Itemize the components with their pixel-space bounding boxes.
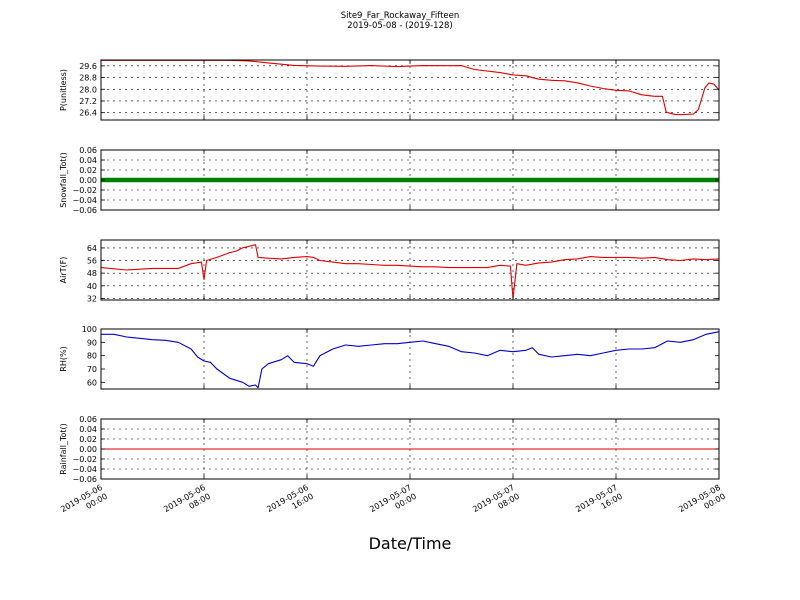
y-tick-label: 0.00: [79, 445, 97, 454]
y-tick-label: 0.04: [79, 425, 97, 434]
y-tick-label: 90: [87, 338, 97, 347]
y-tick-label: 0.04: [79, 156, 97, 165]
y-tick-label: 0.02: [79, 435, 97, 444]
y-axis-label: Snowfall_Tot(): [59, 152, 68, 208]
y-tick-label: −0.06: [72, 475, 97, 484]
y-tick-label: −0.04: [72, 196, 97, 205]
y-tick-label: 60: [87, 378, 97, 387]
y-tick-label: 0.00: [79, 176, 97, 185]
y-tick-label: 64: [87, 244, 97, 253]
x-tick-label: 2019-05-0800:00: [677, 483, 727, 523]
y-tick-label: 70: [87, 365, 97, 374]
series-line-4: [101, 331, 720, 389]
y-tick-label: 29.6: [79, 62, 97, 71]
x-tick-label: 2019-05-0700:00: [368, 483, 418, 523]
y-tick-label: 32: [87, 294, 97, 303]
y-axis-label: AirT(F): [59, 257, 68, 284]
y-tick-label: 56: [87, 257, 97, 266]
series-line-1: [101, 59, 720, 116]
x-tick-label: 2019-05-0716:00: [574, 483, 624, 523]
y-tick-label: 0.02: [79, 166, 97, 175]
chart-subtitle: 2019-05-08 - (2019-128): [347, 21, 453, 31]
x-tick-label: 2019-05-0608:00: [162, 483, 212, 523]
y-tick-label: 80: [87, 352, 97, 361]
y-tick-label: 28.8: [79, 74, 97, 83]
y-axis-label: P(unitless): [59, 69, 68, 111]
chart-title: Site9_Far_Rockaway_Fifteen: [340, 11, 460, 21]
y-tick-label: −0.04: [72, 465, 97, 474]
series-line-3: [100, 244, 720, 299]
y-tick-label: 26.4: [79, 109, 97, 118]
y-tick-label: 27.2: [79, 97, 97, 106]
x-axis-label: Date/Time: [368, 534, 452, 553]
x-tick-label: 2019-05-0708:00: [471, 483, 521, 523]
x-tick-label: 2019-05-0600:00: [59, 483, 109, 523]
x-tick-label: 2019-05-0616:00: [265, 483, 315, 523]
y-tick-label: 28.0: [79, 85, 97, 94]
y-tick-label: 0.06: [79, 146, 97, 155]
y-axis-label: RH(%): [59, 346, 68, 371]
y-tick-label: 48: [87, 269, 97, 278]
y-tick-label: −0.02: [72, 455, 97, 464]
y-tick-label: 0.06: [79, 415, 97, 424]
y-axis-label: Rainfall_Tot(): [59, 423, 68, 475]
y-tick-label: −0.06: [72, 206, 97, 215]
y-tick-label: 100: [82, 325, 97, 334]
y-tick-label: 40: [87, 282, 97, 291]
y-tick-label: −0.02: [72, 186, 97, 195]
